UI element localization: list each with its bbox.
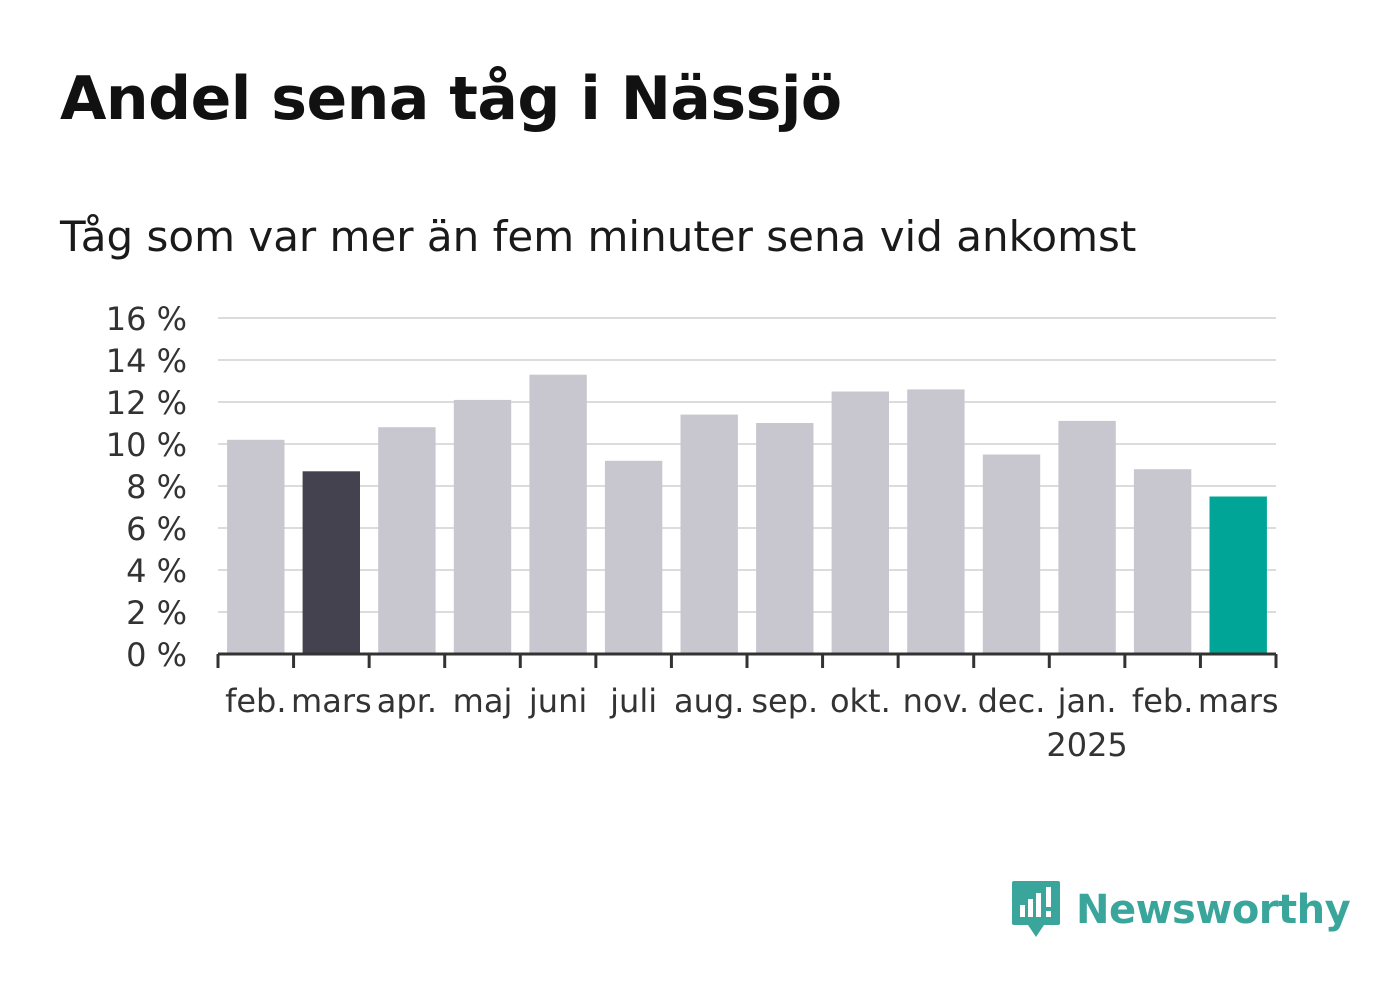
brand-name: Newsworthy (1076, 887, 1351, 933)
bar (1058, 420, 1116, 654)
gridlines (218, 317, 1276, 613)
y-tick-label: 8 % (126, 468, 187, 506)
bar (453, 399, 512, 654)
bar (1209, 496, 1267, 654)
y-tick-label: 16 % (106, 300, 187, 338)
bar (227, 439, 285, 654)
x-tick-label: aug. (674, 682, 744, 720)
bar (831, 391, 889, 654)
x-axis-labels: feb. mars apr. maj juni juli aug. sep. okt. nov. d… (225, 682, 1278, 764)
y-tick-label: 4 % (126, 552, 187, 590)
bar (529, 374, 587, 654)
x-tick-label: feb. (1132, 682, 1193, 720)
y-axis-labels: 0 % 2 % 4 % 6 % 8 % 10 % 12 % 14 % 16 % (106, 300, 187, 674)
y-tick-label: 0 % (126, 636, 187, 674)
bar (302, 471, 360, 654)
bar (756, 423, 814, 654)
bar (982, 454, 1041, 654)
x-tick-label: feb. (225, 682, 286, 720)
x-tick-label: dec. (978, 682, 1046, 720)
chart-subtitle: Tåg som var mer än fem minuter sena vid … (60, 212, 1137, 261)
y-tick-label: 6 % (126, 510, 187, 548)
bar-chart: 0 %2 %4 %6 %8 %10 %12 %14 %16 % feb. mars… (106, 300, 1279, 764)
x-axis (216, 652, 1278, 668)
y-tick-label: 14 % (106, 342, 187, 380)
y-tick-label: 10 % (106, 426, 187, 464)
x-tick-label: apr. (377, 682, 437, 720)
x-tick-label: maj (453, 682, 513, 720)
bars (227, 374, 1267, 654)
bar (680, 414, 738, 654)
brand-logo: Newsworthy (1010, 878, 1351, 942)
x-tick-label: juni (528, 682, 587, 720)
y-tick-label: 2 % (126, 594, 187, 632)
x-tick-label: jan. (1057, 682, 1117, 720)
newsworthy-logo-icon (1012, 881, 1060, 937)
x-tick-label: mars (291, 682, 372, 720)
y-tick-label: 12 % (106, 384, 187, 422)
x-tick-label: juli (609, 682, 657, 720)
chart-title: Andel sena tåg i Nässjö (60, 64, 842, 134)
bar (604, 460, 663, 654)
x-tick-label: mars (1198, 682, 1279, 720)
bar (378, 427, 436, 654)
x-year-label: 2025 (1046, 726, 1127, 764)
x-tick-label: sep. (751, 682, 818, 720)
x-tick-label: okt. (830, 682, 891, 720)
bar (907, 389, 965, 654)
bar (1133, 469, 1192, 654)
x-tick-label: nov. (903, 682, 969, 720)
